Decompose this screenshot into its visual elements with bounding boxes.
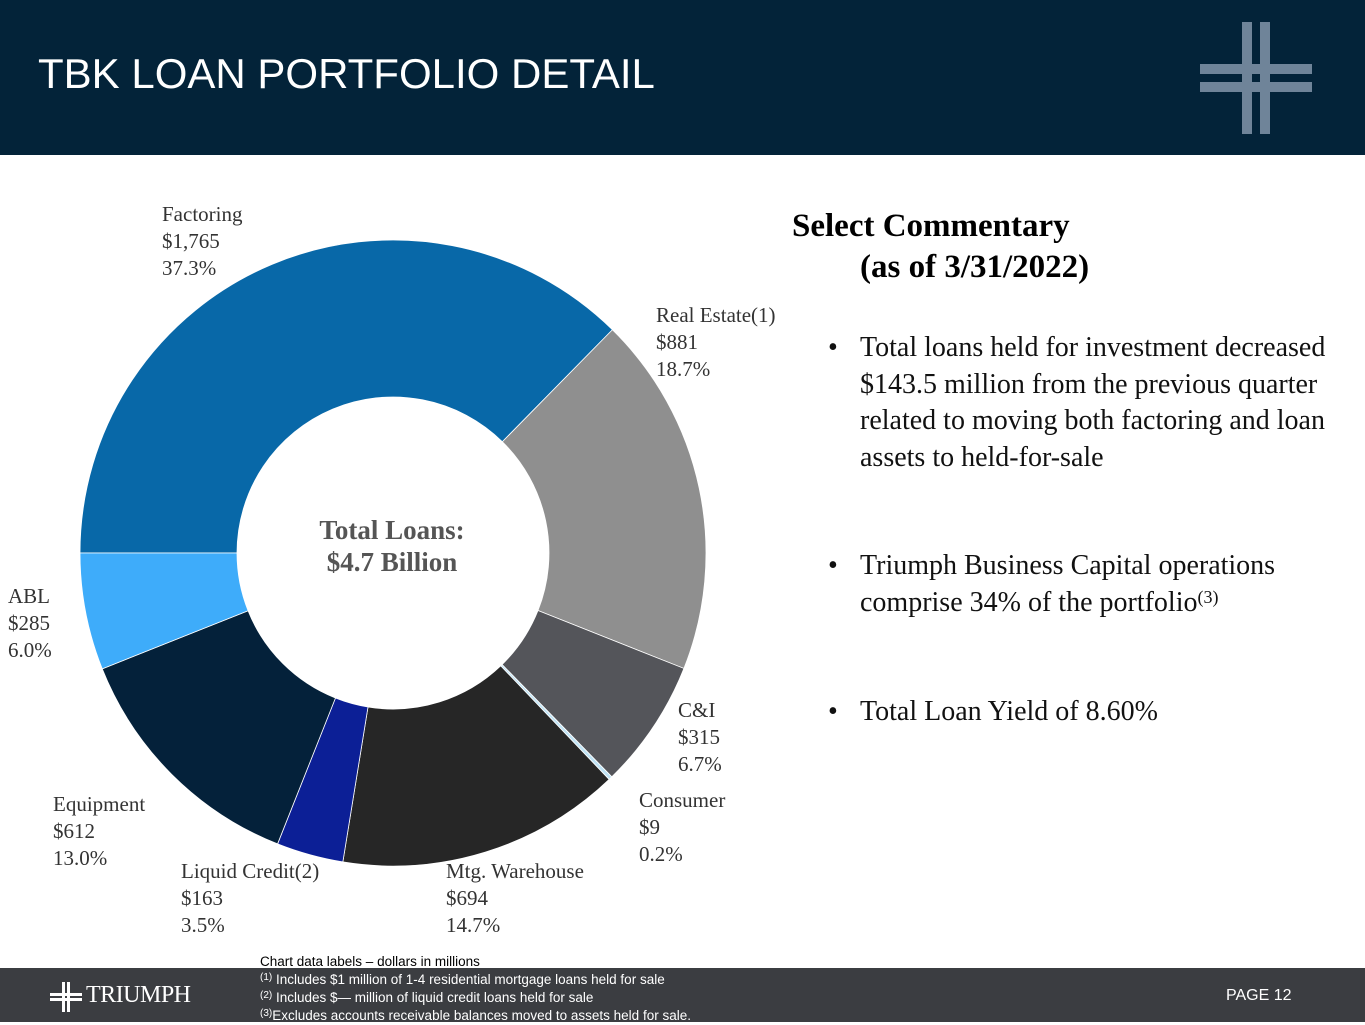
footnote: Chart data labels – dollars in millions bbox=[260, 953, 691, 971]
footer-logo: TRIUMPH bbox=[86, 982, 191, 1008]
footnote-text: Includes $1 million of 1-4 residential m… bbox=[272, 972, 665, 987]
center-label: $4.7 Billion bbox=[327, 547, 458, 577]
bullet: • Triumph Business Capital operations com… bbox=[828, 550, 1276, 618]
share-label: 37.3% bbox=[162, 256, 216, 280]
value-label: $315 bbox=[678, 725, 720, 749]
footer-band bbox=[0, 968, 1365, 1022]
header-band bbox=[0, 0, 1365, 155]
donut-slice bbox=[79, 552, 249, 670]
bullet-text: Total loans held for investment decrease… bbox=[860, 332, 1326, 473]
share-label: 6.7% bbox=[678, 752, 722, 776]
bullet: • Total loans held for investment decreas… bbox=[828, 330, 1338, 476]
bullet: • Total Loan Yield of 8.60% bbox=[828, 694, 1338, 731]
donut-slice bbox=[342, 665, 610, 867]
footnote-marker: (2) bbox=[260, 990, 273, 1001]
value-label: $612 bbox=[53, 819, 95, 843]
slice-label: Real Estate(1) bbox=[656, 303, 776, 327]
value-label: $9 bbox=[639, 815, 660, 839]
slice-label: Consumer bbox=[639, 788, 725, 812]
bullet-text: Triumph Business Capital operations comp… bbox=[860, 550, 1276, 618]
donut-slice bbox=[101, 610, 336, 845]
commentary-heading: Select Commentary bbox=[792, 208, 1070, 244]
slice-label: Mtg. Warehouse bbox=[446, 859, 584, 883]
share-label: 0.2% bbox=[639, 842, 683, 866]
bullet-text: Total Loan Yield of 8.60% bbox=[860, 696, 1158, 727]
share-label: 18.7% bbox=[656, 357, 710, 381]
slice-label: Equipment bbox=[53, 792, 145, 816]
slide-title: TBK LOAN PORTFOLIO DETAIL bbox=[38, 50, 655, 97]
slice-label: ABL bbox=[8, 584, 50, 608]
value-label: $1,765 bbox=[162, 229, 220, 253]
footnotes: Chart data labels – dollars in millions … bbox=[260, 953, 691, 1025]
value-label: $694 bbox=[446, 886, 489, 910]
footnote-marker: (1) bbox=[260, 972, 273, 983]
share-label: 3.5% bbox=[181, 913, 225, 937]
share-label: 14.7% bbox=[446, 913, 500, 937]
footnote: (3)Excludes accounts receivable balances… bbox=[260, 1007, 691, 1025]
value-label: $881 bbox=[656, 330, 698, 354]
slice-label: Factoring bbox=[162, 202, 243, 226]
share-label: 13.0% bbox=[53, 846, 107, 870]
donut-chart: Factoring $1,765 37.3% Real Estate(1) $881 18… bbox=[8, 202, 776, 937]
footnote-text: Excludes accounts receivable balances mo… bbox=[272, 1008, 691, 1023]
footnote-ref: (3) bbox=[1197, 586, 1219, 607]
value-label: $285 bbox=[8, 611, 50, 635]
footnote-text: Chart data labels – dollars in millions bbox=[260, 954, 480, 969]
slice-label: Liquid Credit(2) bbox=[181, 859, 319, 883]
footer-logo-icon bbox=[50, 982, 82, 1012]
footnote-text: Includes $— million of liquid credit loa… bbox=[272, 990, 594, 1005]
slice-label: C&I bbox=[678, 698, 715, 722]
share-label: 6.0% bbox=[8, 638, 52, 662]
header-logo bbox=[1200, 22, 1312, 134]
footnote: (1) Includes $1 million of 1-4 residenti… bbox=[260, 971, 691, 989]
donut-slice bbox=[501, 329, 707, 669]
center-label: Total Loans: bbox=[319, 515, 464, 545]
page-number: PAGE 12 bbox=[1226, 987, 1292, 1004]
footnote: (2) Includes $— million of liquid credit… bbox=[260, 989, 691, 1007]
footnote-marker: (3) bbox=[260, 1008, 273, 1019]
commentary-heading: (as of 3/31/2022) bbox=[860, 249, 1090, 285]
donut-slice bbox=[79, 239, 613, 554]
value-label: $163 bbox=[181, 886, 223, 910]
